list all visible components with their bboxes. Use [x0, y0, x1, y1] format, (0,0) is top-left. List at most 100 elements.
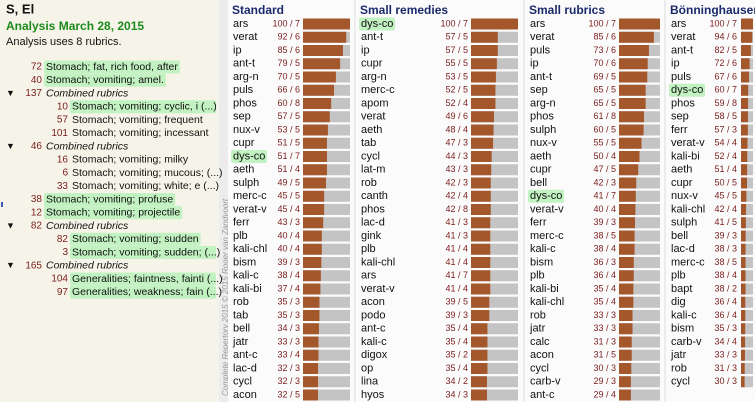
rubric-label[interactable]: Stomach; vomiting; projectile [46, 207, 180, 219]
remedy-name[interactable]: lac-d [361, 217, 385, 229]
remedy-name[interactable]: aeth [361, 124, 382, 136]
remedy-name[interactable]: jatr [670, 349, 687, 361]
remedy-name[interactable]: plb [530, 270, 545, 282]
column-header[interactable]: Small rubrics [529, 3, 605, 17]
remedy-name[interactable]: aeth [233, 164, 254, 176]
remedy-name[interactable]: bism [233, 256, 256, 268]
remedy-name[interactable]: bell [530, 177, 547, 189]
remedy-name[interactable]: nux-v [671, 190, 698, 202]
remedy-name[interactable]: cycl [361, 150, 380, 162]
remedy-name[interactable]: rob [361, 177, 377, 189]
remedy-name[interactable]: plb [361, 243, 376, 255]
remedy-name[interactable]: merc-c [530, 230, 564, 242]
remedy-name[interactable]: jatr [529, 323, 546, 335]
column-header[interactable]: Small remedies [360, 3, 448, 17]
remedy-name[interactable]: bell [233, 323, 250, 335]
rubric-group[interactable]: Combined rubrics [46, 260, 129, 272]
remedy-name[interactable]: aeth [530, 150, 551, 162]
remedy-name[interactable]: cupr [671, 177, 693, 189]
rubric-group[interactable]: Combined rubrics [46, 220, 129, 232]
remedy-name[interactable]: kali-chl [671, 203, 705, 215]
remedy-name[interactable]: merc-c [361, 84, 395, 96]
remedy-name[interactable]: lac-d [671, 243, 695, 255]
remedy-name[interactable]: lat-m [361, 164, 385, 176]
remedy-name[interactable]: plb [671, 270, 686, 282]
remedy-name[interactable]: cycl [233, 376, 252, 388]
remedy-name[interactable]: verat-v [361, 283, 395, 295]
remedy-name[interactable]: kali-c [530, 243, 556, 255]
remedy-name[interactable]: arg-n [361, 71, 387, 83]
remedy-name[interactable]: cupr [530, 164, 552, 176]
remedy-name[interactable]: verat-v [671, 137, 705, 149]
remedy-name[interactable]: ant-t [671, 44, 693, 56]
remedy-name[interactable]: acon [233, 389, 257, 401]
remedy-name[interactable]: phos [361, 203, 385, 215]
rubric-label[interactable]: Stomach; vomiting; amel. [46, 74, 164, 86]
remedy-name[interactable]: phos [530, 111, 554, 123]
rubric-label[interactable]: Stomach; vomiting; white; e (...) [72, 180, 219, 192]
remedy-name[interactable]: ip [671, 58, 680, 70]
remedy-name[interactable]: gink [361, 230, 382, 242]
remedy-name[interactable]: nux-v [233, 124, 260, 136]
remedy-name[interactable]: kali-chl [361, 256, 395, 268]
remedy-name[interactable]: rob [530, 309, 546, 321]
rubric-label[interactable]: Stomach; vomiting; mucous; (...) [72, 167, 223, 179]
rubric-label[interactable]: Stomach; vomiting; incessant [72, 127, 209, 139]
remedy-name[interactable]: puls [671, 71, 692, 83]
remedy-name[interactable]: sep [233, 111, 251, 123]
remedy-name[interactable]: cupr [361, 58, 383, 70]
remedy-name[interactable]: aeth [671, 164, 692, 176]
remedy-name[interactable]: ant-t [233, 58, 255, 70]
rubric-label[interactable]: Stomach; vomiting; sudden; (...) [72, 246, 220, 258]
remedy-name[interactable]: calc [530, 336, 550, 348]
remedy-name[interactable]: puls [530, 44, 551, 56]
remedy-name[interactable]: ars [361, 270, 377, 282]
remedy-name[interactable]: acon [530, 349, 554, 361]
remedy-name[interactable]: lac-d [233, 362, 257, 374]
remedy-name[interactable]: ars [233, 18, 249, 30]
remedy-name[interactable]: kali-c [671, 309, 697, 321]
remedy-name[interactable]: dys-co [671, 84, 703, 96]
remedy-name[interactable]: kali-chl [530, 296, 564, 308]
remedy-name[interactable]: canth [361, 190, 388, 202]
column-header[interactable]: Bönninghausen [670, 3, 755, 17]
remedy-name[interactable]: sep [671, 111, 689, 123]
remedy-name[interactable]: ip [530, 58, 539, 70]
rubric-label[interactable]: Stomach; vomiting; profuse [46, 193, 173, 205]
remedy-name[interactable]: sulph [233, 177, 259, 189]
remedy-name[interactable]: verat [671, 31, 695, 43]
remedy-name[interactable]: op [361, 362, 373, 374]
remedy-name[interactable]: ant-c [361, 323, 386, 335]
remedy-name[interactable]: carb-v [671, 336, 702, 348]
remedy-name[interactable]: cycl [671, 376, 690, 388]
remedy-name[interactable]: verat-v [530, 203, 564, 215]
remedy-name[interactable]: merc-c [671, 256, 705, 268]
column-header[interactable]: Standard [232, 3, 284, 17]
remedy-name[interactable]: lina [361, 376, 379, 388]
remedy-name[interactable]: ars [671, 18, 687, 30]
remedy-name[interactable]: tab [361, 137, 376, 149]
remedy-name[interactable]: kali-bi [233, 283, 262, 295]
remedy-name[interactable]: cupr [233, 137, 255, 149]
remedy-name[interactable]: verat [530, 31, 554, 43]
remedy-name[interactable]: ant-c [233, 349, 258, 361]
remedy-name[interactable]: podo [361, 309, 385, 321]
rubric-label[interactable]: Stomach; vomiting; cyclic, i (...) [72, 101, 217, 113]
rubric-label[interactable]: Generalities; weakness; fain (...) [72, 286, 222, 298]
remedy-name[interactable]: kali-c [361, 336, 387, 348]
rubric-label[interactable]: Stomach; vomiting; milky [72, 154, 189, 166]
remedy-name[interactable]: acon [361, 296, 385, 308]
rubric-group[interactable]: Combined rubrics [46, 140, 129, 152]
remedy-name[interactable]: sep [530, 84, 548, 96]
remedy-name[interactable]: ant-c [530, 389, 555, 401]
remedy-name[interactable]: ip [361, 44, 370, 56]
remedy-name[interactable]: ant-t [530, 71, 552, 83]
remedy-name[interactable]: sulph [671, 217, 697, 229]
remedy-name[interactable]: ars [530, 18, 546, 30]
remedy-name[interactable]: puls [233, 84, 254, 96]
remedy-name[interactable]: verat [361, 111, 385, 123]
remedy-name[interactable]: rob [671, 362, 687, 374]
remedy-name[interactable]: rob [233, 296, 249, 308]
remedy-name[interactable]: verat-v [233, 203, 267, 215]
remedy-name[interactable]: jatr [232, 336, 249, 348]
